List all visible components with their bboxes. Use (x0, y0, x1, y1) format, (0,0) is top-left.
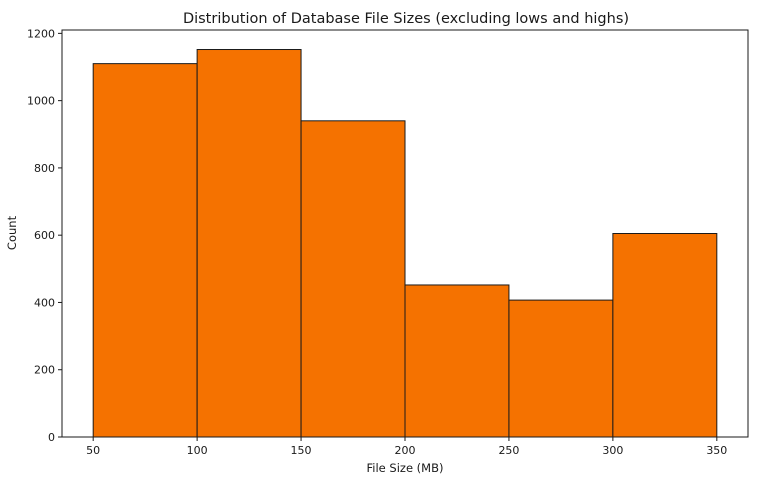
histogram-bar (300, 120, 406, 438)
histogram-bar (92, 63, 198, 438)
x-tick-label: 350 (706, 444, 727, 457)
x-axis: 50 100 150 200 250 300 350 (86, 437, 727, 457)
x-tick-label: 100 (187, 444, 208, 457)
bars-group (92, 49, 718, 438)
x-tick-label: 300 (602, 444, 623, 457)
x-tick-label: 250 (498, 444, 519, 457)
y-tick-label: 800 (34, 162, 55, 175)
y-tick-label: 600 (34, 229, 55, 242)
y-tick-label: 400 (34, 296, 55, 309)
y-tick-label: 0 (48, 431, 55, 444)
y-tick-label: 1000 (27, 95, 55, 108)
x-tick-label: 50 (86, 444, 100, 457)
y-tick-label: 1200 (27, 27, 55, 40)
histogram-bar (196, 49, 302, 438)
histogram-bar (508, 299, 614, 438)
histogram-bar (612, 233, 718, 438)
histogram-bar (404, 284, 510, 438)
x-tick-label: 150 (291, 444, 312, 457)
chart-title: Distribution of Database File Sizes (exc… (183, 11, 629, 27)
y-axis: 0 200 400 600 800 1000 1200 (27, 27, 62, 444)
y-axis-label: Count (5, 215, 19, 250)
y-tick-label: 200 (34, 364, 55, 377)
x-axis-label: File Size (MB) (367, 461, 444, 475)
x-tick-label: 200 (395, 444, 416, 457)
